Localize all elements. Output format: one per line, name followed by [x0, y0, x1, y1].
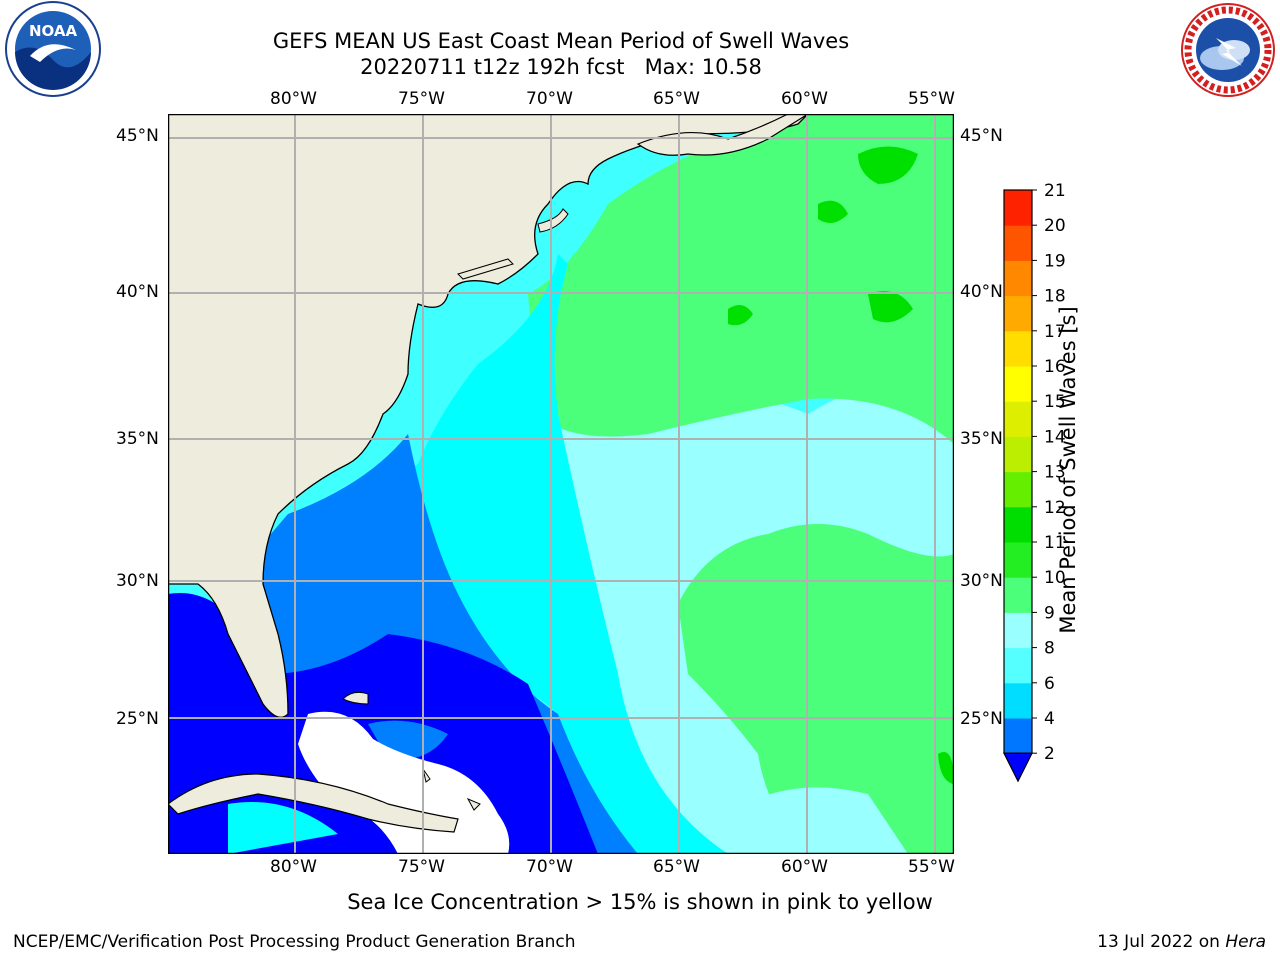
map-gridlines [168, 114, 954, 854]
colorbar-tick-label: 16 [1044, 357, 1066, 377]
run-machine: Hera [1225, 932, 1266, 952]
colorbar-extension [1003, 752, 1033, 783]
colorbar-segment [1004, 366, 1032, 402]
swell-period-map [167, 113, 955, 855]
colorbar-tick-label: 15 [1044, 392, 1066, 412]
lon-label-top-2: 75°W [398, 89, 445, 109]
colorbar-segment [1004, 436, 1032, 473]
colorbar-segment [1004, 471, 1032, 508]
colorbar-tick-label: 9 [1044, 603, 1055, 623]
field-p11-12-blob5 [938, 752, 954, 784]
colorbar-tick-label: 21 [1044, 181, 1066, 201]
lat-label-right-4: 30°N [960, 571, 1003, 591]
colorbar-tick-label: 4 [1044, 709, 1055, 729]
colorbar: 2 4 6 8 9 10 11 12 13 14 15 16 17 18 19 20 21 [996, 180, 1086, 790]
lon-label-top-1: 80°W [270, 89, 317, 109]
colorbar-tick-label: 10 [1044, 568, 1066, 588]
colorbar-segment [1004, 260, 1032, 297]
chart-subtitle: 20220711 t12z 192h fcst Max: 10.58 [360, 55, 762, 79]
field-p11-12-blob2 [818, 200, 848, 223]
colorbar-tick-label: 20 [1044, 216, 1066, 236]
lat-label-left-3: 35°N [116, 429, 159, 449]
colorbar-tick-label: 19 [1044, 251, 1066, 271]
lon-label-top-3: 70°W [526, 89, 573, 109]
colorbar-tick-label: 6 [1044, 674, 1055, 694]
colorbar-tick-label: 17 [1044, 322, 1066, 342]
field-p9-10-southeast-inner [728, 787, 908, 854]
land-bahamas-2 [422, 768, 431, 783]
nws-logo [1176, 0, 1280, 100]
lon-label-top-5: 60°W [781, 89, 828, 109]
lat-label-left-1: 45°N [116, 126, 159, 146]
lat-label-left-4: 30°N [116, 571, 159, 591]
noaa-logo-text: NOAA [29, 22, 78, 40]
field-p11-12-blob3 [868, 291, 913, 323]
lat-label-left-5: 25°N [116, 709, 159, 729]
map-frame [167, 113, 955, 855]
land-north-america [168, 114, 809, 718]
colorbar-tick-label: 11 [1044, 533, 1066, 553]
lat-label-right-2: 40°N [960, 282, 1003, 302]
colorbar-segment [1004, 295, 1032, 332]
colorbar-segment [1004, 225, 1032, 261]
credit-line: NCEP/EMC/Verification Post Processing Pr… [13, 932, 576, 952]
field-p6-8-coastal [288, 254, 728, 854]
lon-label-bottom-6: 55°W [908, 857, 955, 877]
colorbar-tick-label: 14 [1044, 427, 1066, 447]
colorbar-segment [1004, 190, 1032, 226]
lon-label-bottom-4: 65°W [653, 857, 700, 877]
run-date: 13 Jul 2022 on Hera [1097, 932, 1266, 952]
lat-label-right-1: 45°N [960, 126, 1003, 146]
lon-label-bottom-5: 60°W [781, 857, 828, 877]
noaa-logo: NOAA [0, 0, 106, 100]
colorbar-tick-label: 12 [1044, 498, 1066, 518]
colorbar-segment [1004, 577, 1032, 613]
colorbar-tick-label: 13 [1044, 463, 1066, 483]
land-cuba [168, 773, 459, 833]
lon-label-bottom-1: 80°W [270, 857, 317, 877]
colorbar-segment [1004, 682, 1032, 719]
lon-label-top-4: 65°W [653, 89, 700, 109]
lat-label-right-5: 25°N [960, 709, 1003, 729]
colorbar-label: Mean Period of Swell Waves [s] [1056, 306, 1080, 634]
land-long-island [457, 258, 514, 280]
lon-label-top-6: 55°W [908, 89, 955, 109]
land-bahamas-1 [342, 691, 369, 705]
land-cape-cod [537, 208, 569, 233]
colorbar-segment [1004, 647, 1032, 684]
colorbar-tick-label: 18 [1044, 287, 1066, 307]
field-p11-12-blob1 [858, 146, 918, 184]
field-p10-11-northeast [528, 114, 954, 444]
field-p6-8-patch [228, 802, 338, 854]
colorbar-segment [1004, 718, 1032, 754]
colorbar-segment [1004, 612, 1032, 649]
lon-label-bottom-2: 75°W [398, 857, 445, 877]
sea-ice-note: Sea Ice Concentration > 15% is shown in … [347, 890, 933, 914]
field-p11-12-blob4 [728, 305, 753, 326]
lat-label-right-3: 35°N [960, 429, 1003, 449]
colorbar-tick-label: 8 [1044, 639, 1055, 659]
lat-label-left-2: 40°N [116, 282, 159, 302]
land-bahamas-3 [466, 797, 481, 811]
lon-label-bottom-3: 70°W [526, 857, 573, 877]
colorbar-segment [1004, 506, 1032, 543]
run-date-text: 13 Jul 2022 on [1097, 932, 1226, 952]
colorbar-segment [1004, 401, 1032, 437]
colorbar-segment [1004, 330, 1032, 367]
field-p10-11-southeast [678, 524, 954, 854]
colorbar-segment [1004, 542, 1032, 578]
chart-title: GEFS MEAN US East Coast Mean Period of S… [272, 29, 850, 53]
colorbar-tick-label: 2 [1044, 744, 1055, 764]
